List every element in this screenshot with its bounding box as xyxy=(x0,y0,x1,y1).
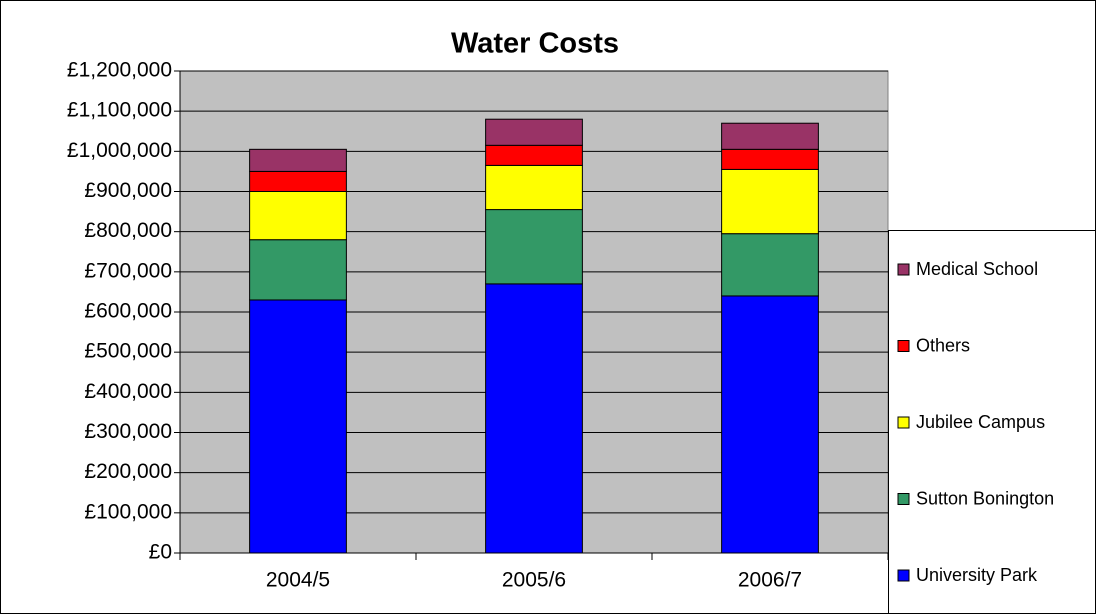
y-tick-label: £700,000 xyxy=(84,259,172,282)
x-tick-label: 2004/5 xyxy=(266,569,330,592)
y-tick-label: £400,000 xyxy=(84,380,172,403)
legend-swatch xyxy=(897,263,910,276)
y-tick-label: £800,000 xyxy=(84,219,172,242)
bar-segment xyxy=(249,148,347,172)
y-tick-label: £1,200,000 xyxy=(67,59,172,82)
bar-segment xyxy=(721,122,819,150)
bar-segment xyxy=(721,168,819,235)
bar-segment xyxy=(721,233,819,297)
legend-label: Jubilee Campus xyxy=(916,412,1045,432)
legend-label: University Park xyxy=(916,565,1038,585)
bar-segment xyxy=(485,283,583,554)
legend-label: Others xyxy=(916,335,970,355)
y-tick-label: £0 xyxy=(149,541,172,564)
y-tick-label: £100,000 xyxy=(84,500,172,523)
legend-swatch xyxy=(897,340,910,352)
bar-segment xyxy=(485,209,583,285)
y-tick-label: £600,000 xyxy=(84,300,172,323)
legend-swatch xyxy=(897,493,910,505)
x-tick-label: 2005/6 xyxy=(502,569,566,592)
legend: University Park Sutton Bonington Jubilee C… xyxy=(888,230,1096,614)
x-tick-label: 2006/7 xyxy=(738,569,802,592)
bar-segment xyxy=(249,191,347,241)
legend-swatch xyxy=(897,416,910,429)
bar-segment xyxy=(485,144,583,166)
y-tick-label: £500,000 xyxy=(84,340,172,363)
bar-segment xyxy=(249,239,347,301)
bar-segment xyxy=(249,170,347,193)
chart-title: Water Costs xyxy=(451,28,619,60)
bar-segment xyxy=(249,299,347,554)
y-tick-label: £300,000 xyxy=(84,420,172,443)
bar-segment xyxy=(485,118,583,146)
y-tick-label: £1,100,000 xyxy=(67,99,172,122)
y-tick-label: £200,000 xyxy=(84,460,172,483)
legend-label: Sutton Bonington xyxy=(916,488,1054,508)
y-tick-label: £1,000,000 xyxy=(67,139,172,162)
bar-segment xyxy=(485,164,583,211)
y-tick-label: £900,000 xyxy=(84,179,172,202)
legend-swatch xyxy=(897,569,910,582)
bar-segment xyxy=(721,295,819,554)
bar-segment xyxy=(721,148,819,170)
legend-label: Medical School xyxy=(916,259,1038,279)
